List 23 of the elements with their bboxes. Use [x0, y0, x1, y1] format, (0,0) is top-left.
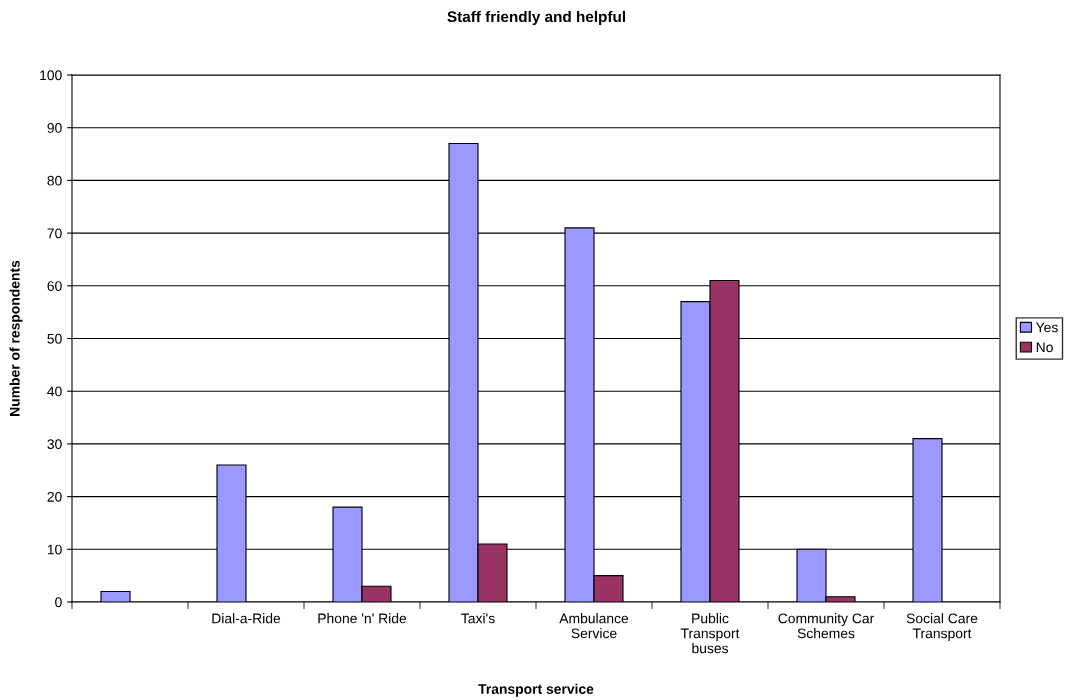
legend-label: No	[1036, 342, 1053, 353]
y-tick-label: 10	[47, 544, 62, 555]
x-tick-label: Public Transport buses	[680, 613, 740, 654]
y-tick-label: 100	[40, 70, 62, 81]
legend-label: Yes	[1035, 322, 1058, 333]
y-tick-label: 80	[47, 175, 62, 186]
y-tick-label: 60	[47, 281, 62, 291]
x-tick-label: Social Care Transport	[906, 613, 978, 642]
y-tick-label: 30	[47, 439, 62, 450]
x-tick-label: Community Car Schemes	[778, 613, 875, 639]
x-axis-title: Transport service	[478, 683, 594, 697]
x-tick-label: Phone 'n' Ride	[318, 613, 407, 624]
x-tick-label: Ambulance Service	[559, 613, 629, 639]
y-tick-label: 90	[47, 123, 62, 133]
y-tick-label: 20	[47, 491, 62, 502]
y-tick-label: 50	[47, 333, 62, 344]
y-axis-title: Number of respondents	[9, 260, 23, 416]
y-tick-label: 0	[55, 597, 62, 608]
x-tick-label: Taxi's	[461, 613, 495, 624]
chart-title: Staff friendly and helpful	[447, 10, 625, 26]
x-tick-label: Dial-a-Ride	[212, 613, 281, 624]
y-tick-label: 40	[47, 386, 62, 397]
y-tick-label: 70	[47, 228, 62, 239]
